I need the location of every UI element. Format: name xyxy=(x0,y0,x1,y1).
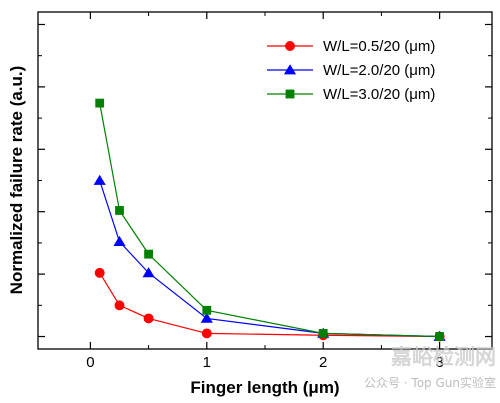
data-point-square xyxy=(115,206,124,215)
data-point-circle xyxy=(285,41,295,51)
y-axis-ticks xyxy=(38,23,492,338)
x-axis-ticks: 0 1 2 3 xyxy=(86,12,444,371)
data-point-triangle xyxy=(200,312,213,323)
series-line xyxy=(99,272,440,338)
data-point-triangle xyxy=(142,267,155,278)
watermark: 嘉峪检测网 公众号 · Top Gun实验室 xyxy=(364,345,496,390)
data-point-square xyxy=(202,305,212,315)
x-tick-label: 2 xyxy=(319,354,327,371)
data-point-triangle xyxy=(93,174,106,185)
data-point-square xyxy=(285,89,295,99)
legend-item: W/L=2.0/20 (μm) xyxy=(267,62,435,79)
data-point-circle xyxy=(114,300,125,311)
data-point-square xyxy=(95,98,105,108)
data-point-triangle xyxy=(113,235,126,246)
data-point-circle xyxy=(201,328,212,339)
data-point-square xyxy=(318,328,328,338)
x-tick-label: 0 xyxy=(86,354,94,371)
data-point-square xyxy=(435,332,445,341)
series-layer xyxy=(93,98,446,342)
series-group xyxy=(95,98,445,341)
series-line xyxy=(99,103,440,338)
watermark-account: 公众号 · Top Gun实验室 xyxy=(364,375,496,390)
legend-item: W/L=3.0/20 (μm) xyxy=(267,86,435,103)
x-tick-label: 3 xyxy=(435,354,443,371)
data-point-circle xyxy=(94,267,105,278)
legend-label: W/L=0.5/20 (μm) xyxy=(323,38,435,55)
watermark-brand: 嘉峪检测网 xyxy=(391,345,496,369)
legend-label: W/L=3.0/20 (μm) xyxy=(323,86,435,103)
legend-label: W/L=2.0/20 (μm) xyxy=(323,62,435,79)
data-point-square xyxy=(144,249,153,259)
y-axis-title: Normalized failure rate (a.u.) xyxy=(7,66,26,295)
series-group xyxy=(94,267,445,342)
x-axis-title: Finger length (μm) xyxy=(190,378,339,397)
legend-item: W/L=0.5/20 (μm) xyxy=(267,38,435,55)
legend: W/L=0.5/20 (μm) W/L=2.0/20 (μm) W/L=3.0/20… xyxy=(267,38,435,103)
data-point-triangle xyxy=(283,64,297,75)
x-tick-label: 1 xyxy=(203,354,211,371)
data-point-circle xyxy=(143,313,154,324)
